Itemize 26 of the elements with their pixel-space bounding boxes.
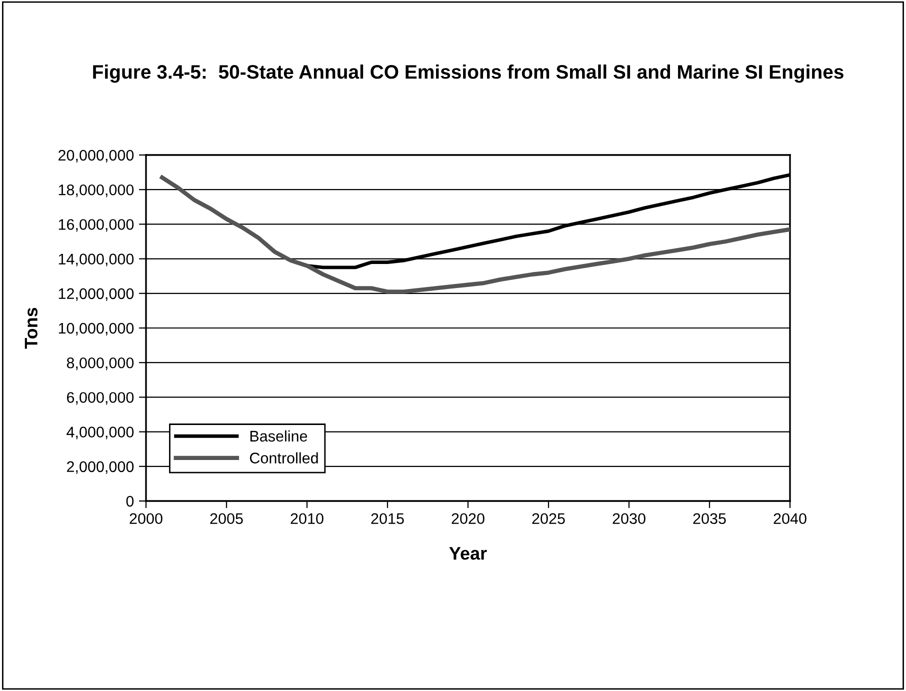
y-tick-label: 4,000,000 [66, 426, 134, 440]
x-tick-label: 2020 [452, 513, 484, 524]
x-tick-label: 2040 [774, 513, 806, 524]
x-axis-title: Year [449, 547, 487, 560]
line-series [160, 175, 790, 294]
y-tick-label: 0 [126, 496, 134, 507]
x-tick-label: 2030 [612, 513, 646, 524]
legend-label: Controlled [250, 452, 318, 464]
y-tick-label: 14,000,000 [58, 254, 134, 266]
x-tick-label: 2025 [532, 513, 565, 524]
chart-title: Figure 3.4-5: 50-State Annual CO Emissions from Small SI and Marine SI Engines [93, 64, 844, 83]
x-tick-label: 2005 [210, 513, 243, 524]
y-tick-label: 10,000,000 [58, 322, 134, 336]
y-axis-title: Tons [24, 308, 38, 349]
x-tick-label: 2015 [371, 513, 404, 524]
x-tick-label: 2035 [693, 513, 726, 524]
y-tick-label: 6,000,000 [67, 392, 134, 405]
legend-label: Baseline [250, 430, 308, 442]
y-tick-label: 16,000,000 [58, 219, 134, 232]
y-tick-label: 20,000,000 [58, 150, 134, 162]
y-tick-label: 8,000,000 [66, 357, 134, 370]
x-tick-label: 2010 [290, 513, 324, 524]
y-tick-label: 2,000,000 [67, 461, 134, 474]
y-tick-label: 12,000,000 [58, 288, 134, 301]
y-tick-label: 18,000,000 [58, 184, 134, 198]
x-tick-label: 2000 [130, 513, 162, 524]
